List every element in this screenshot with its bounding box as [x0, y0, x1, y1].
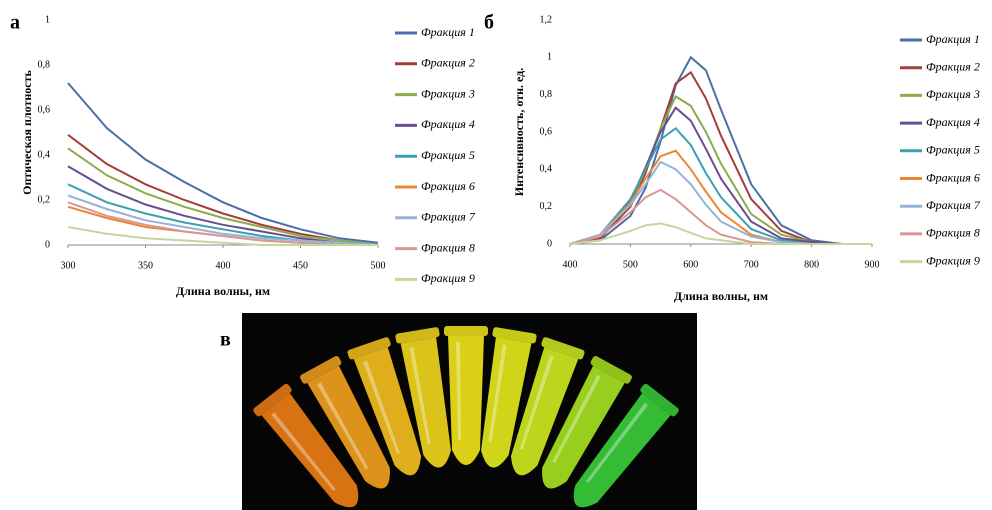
y-tick-label: 0,6: [540, 126, 553, 137]
x-tick-label: 700: [744, 259, 759, 270]
tube: [510, 337, 585, 476]
tube-cap: [541, 337, 585, 360]
legend-label: Фракция 5: [421, 148, 475, 162]
tube-shine: [317, 382, 369, 470]
tube: [347, 337, 422, 476]
y-tick-label: 1,2: [540, 14, 553, 25]
legend-label: Фракция 9: [926, 253, 980, 267]
tube-body: [481, 337, 532, 468]
tube-body: [353, 347, 422, 476]
x-tick-label: 400: [216, 260, 231, 271]
tube: [300, 356, 390, 489]
tube-cap: [253, 383, 292, 417]
tube: [573, 383, 679, 508]
tube-body: [542, 365, 625, 489]
legend-label: Фракция 3: [926, 87, 980, 101]
legend-label: Фракция 2: [421, 56, 475, 70]
tube-cap: [444, 326, 488, 336]
y-tick-label: 1: [45, 14, 50, 25]
tube-shine: [519, 355, 554, 450]
tube-cap: [300, 356, 342, 384]
tube-body: [573, 392, 671, 508]
tube-cap: [492, 327, 537, 344]
tube-shine: [586, 402, 649, 483]
tube-body: [510, 347, 579, 476]
tube-cap: [395, 327, 440, 344]
legend-label: Фракция 6: [926, 170, 980, 184]
legend-label: Фракция 1: [926, 32, 980, 46]
tube-body: [448, 336, 484, 465]
legend-label: Фракция 6: [421, 179, 475, 193]
tube-cap: [640, 383, 679, 417]
tube-shine: [363, 360, 400, 454]
y-tick-label: 0: [45, 239, 50, 250]
series-line: [569, 222, 872, 245]
series-line: [569, 126, 872, 245]
y-tick-label: 1: [547, 52, 552, 63]
tube: [444, 326, 488, 465]
y-tick-label: 0,8: [38, 59, 51, 70]
series-line: [67, 194, 379, 246]
series-line: [569, 160, 872, 245]
legend-label: Фракция 7: [926, 198, 981, 212]
legend-label: Фракция 7: [421, 210, 476, 224]
y-tick-label: 0: [547, 238, 552, 249]
y-tick-label: 0,4: [38, 149, 51, 160]
panel-label: а: [10, 12, 20, 34]
tube-cap: [590, 356, 632, 384]
series-line: [67, 147, 379, 246]
y-axis-title: Интенсивность, отн. ед.: [512, 68, 526, 196]
legend-label: Фракция 8: [926, 226, 980, 240]
legend-label: Фракция 8: [421, 240, 475, 254]
tube-shine: [409, 347, 431, 445]
tube: [542, 356, 632, 489]
x-tick-label: 400: [563, 259, 578, 270]
photo: [242, 313, 697, 510]
legend-label: Фракция 3: [421, 86, 475, 100]
x-tick-label: 600: [683, 259, 698, 270]
tube-cap: [347, 337, 391, 360]
legend-label: Фракция 4: [926, 115, 980, 129]
x-axis-title: Длина волны, нм: [674, 289, 768, 303]
legend-label: Фракция 5: [926, 143, 980, 157]
panel-label: в: [220, 329, 231, 351]
legend-label: Фракция 1: [421, 25, 475, 39]
tube: [253, 383, 359, 508]
y-tick-label: 0,8: [540, 89, 553, 100]
x-tick-label: 450: [293, 260, 308, 271]
series-line: [67, 226, 378, 246]
y-tick-label: 0,2: [38, 194, 51, 205]
tube-shine: [488, 344, 507, 443]
y-tick-label: 0,6: [38, 104, 51, 115]
y-tick-label: 0,2: [540, 201, 553, 212]
tube-body: [261, 392, 359, 508]
legend-label: Фракция 2: [926, 59, 980, 73]
legend-label: Фракция 4: [421, 117, 475, 131]
series-line: [569, 55, 872, 245]
tube-body: [400, 337, 451, 468]
tube-shine: [552, 374, 601, 464]
x-tick-label: 300: [61, 260, 76, 271]
tube: [395, 327, 451, 468]
series-line: [67, 82, 379, 244]
x-tick-label: 500: [371, 260, 386, 271]
y-axis-title: Оптическая плотность: [20, 69, 34, 194]
x-tick-label: 800: [804, 259, 819, 270]
x-tick-label: 350: [138, 260, 153, 271]
x-tick-label: 900: [865, 259, 880, 270]
x-axis-title: Длина волны, нм: [176, 284, 270, 298]
tube-shine: [271, 412, 336, 491]
legend-label: Фракция 9: [421, 271, 475, 285]
x-tick-label: 500: [623, 259, 638, 270]
tube-body: [307, 365, 390, 489]
panel-label: б: [484, 12, 494, 34]
tube-shine: [456, 342, 461, 440]
y-tick-label: 0,4: [540, 164, 553, 175]
tube: [481, 327, 537, 468]
